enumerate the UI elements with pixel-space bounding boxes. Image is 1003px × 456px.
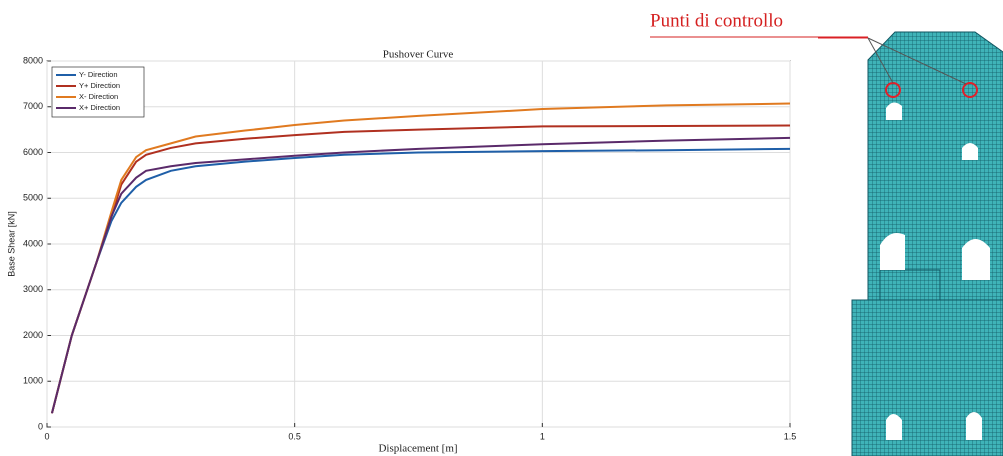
legend-label: Y+ Direction (79, 81, 120, 90)
x-tick-label: 0.5 (288, 431, 301, 441)
figure: Punti di controllo Pushover Curve Displa… (0, 0, 1003, 456)
x-tick-label: 0 (44, 431, 49, 441)
x-tick-label: 1 (540, 431, 545, 441)
chart-title: Pushover Curve (383, 49, 454, 61)
y-tick-label: 0 (38, 421, 43, 431)
annotation: Punti di controllo (650, 10, 783, 31)
y-tick-label: 2000 (23, 330, 43, 340)
legend-label: X- Direction (79, 92, 118, 101)
y-tick-label: 8000 (23, 55, 43, 65)
y-tick-label: 6000 (23, 147, 43, 157)
x-tick-label: 1.5 (784, 431, 797, 441)
y-tick-label: 3000 (23, 284, 43, 294)
y-tick-label: 7000 (23, 101, 43, 111)
y-axis-label: Base Shear [kN] (6, 211, 16, 277)
legend-label: X+ Direction (79, 103, 120, 112)
legend-label: Y- Direction (79, 70, 118, 79)
tower-model (818, 32, 1003, 456)
x-axis-label: Displacement [m] (378, 443, 457, 455)
y-tick-label: 1000 (23, 376, 43, 386)
y-tick-label: 4000 (23, 238, 43, 248)
y-tick-label: 5000 (23, 193, 43, 203)
